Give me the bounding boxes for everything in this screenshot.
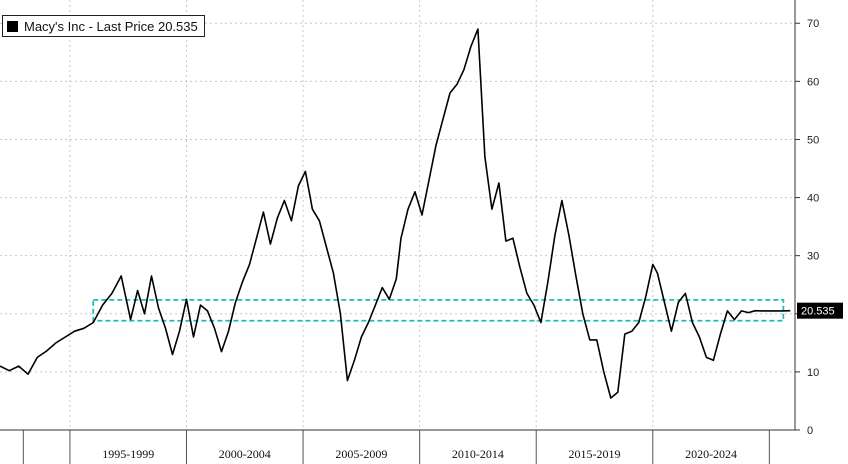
legend-swatch-icon: [7, 20, 18, 32]
ytick-label-60: 60: [807, 76, 819, 88]
xtick-label-2: 2005-2009: [335, 447, 387, 461]
axes: [0, 0, 800, 464]
ytick-label-10: 10: [807, 367, 819, 379]
x-tick-labels: 1995-1999 2000-2004 2005-2009 2010-2014 2015…: [102, 447, 737, 461]
xtick-label-3: 2010-2014: [452, 447, 504, 461]
last-price-marker: 20.535: [797, 302, 843, 319]
xtick-label-4: 2015-2019: [569, 447, 621, 461]
band-rect: [92, 298, 785, 322]
ytick-label-50: 50: [807, 134, 819, 146]
ytick-label-70: 70: [807, 18, 819, 30]
ytick-label-30: 30: [807, 251, 819, 263]
last-price-value: 20.535: [801, 306, 835, 318]
gridlines: [0, 0, 795, 430]
price-band: [92, 298, 785, 322]
series-line-0: [0, 28, 791, 399]
legend-label: Macy's Inc - Last Price 20.535: [24, 18, 198, 34]
last-price-box: [797, 302, 843, 319]
legend: Macy's Inc - Last Price 20.535: [2, 15, 205, 37]
xtick-label-1: 2000-2004: [219, 447, 271, 461]
series-lines: [0, 28, 791, 399]
xtick-label-5: 2020-2024: [685, 447, 737, 461]
xtick-label-0: 1995-1999: [102, 447, 154, 461]
ytick-label-40: 40: [807, 193, 819, 205]
y-tick-labels: 010203040506070: [807, 18, 819, 437]
ytick-label-0: 0: [807, 425, 813, 437]
